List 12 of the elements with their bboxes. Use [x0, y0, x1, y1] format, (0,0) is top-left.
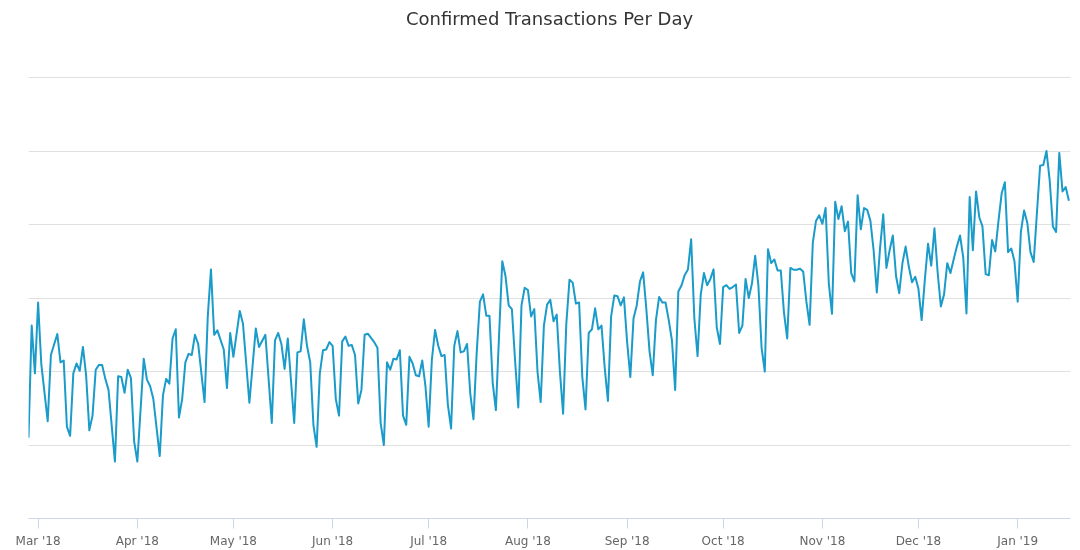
x-tick-label: Aug '18: [504, 533, 551, 548]
x-tick-label: Oct '18: [701, 533, 745, 548]
x-tick-label: Apr '18: [115, 533, 159, 548]
x-tick-label: Dec '18: [895, 533, 942, 548]
x-tick-label: Mar '18: [15, 533, 61, 548]
chart-title: Confirmed Transactions Per Day: [405, 7, 694, 29]
x-tick-label: Jan '19: [996, 533, 1039, 548]
x-tick-label: Nov '18: [799, 533, 846, 548]
x-tick-label: Jun '18: [311, 533, 354, 548]
x-tick-label: May '18: [209, 533, 257, 548]
x-tick-label: Sep '18: [604, 533, 650, 548]
x-tick-label: Jul '18: [409, 533, 448, 548]
